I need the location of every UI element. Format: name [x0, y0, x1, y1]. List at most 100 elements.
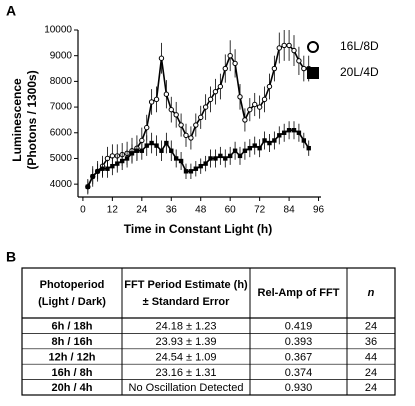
- table-cell: 16h / 8h: [52, 367, 93, 379]
- table-header: Rel-Amp of FFT: [258, 287, 340, 299]
- marker: [193, 122, 199, 128]
- marker: [301, 138, 307, 143]
- marker: [281, 130, 287, 135]
- x-tick-label: 84: [284, 205, 296, 216]
- marker: [188, 135, 194, 141]
- panel-label: B: [6, 249, 16, 265]
- marker: [208, 156, 213, 161]
- marker: [105, 166, 110, 171]
- marker: [90, 174, 95, 179]
- marker: [286, 42, 292, 49]
- marker: [85, 184, 91, 189]
- table-cell: 24.54 ± 1.09: [155, 351, 216, 363]
- marker: [144, 124, 150, 131]
- marker: [286, 128, 292, 133]
- table-cell: 24: [365, 321, 377, 333]
- marker: [291, 128, 297, 133]
- marker: [188, 169, 194, 174]
- marker: [257, 145, 262, 151]
- table-header: (Light / Dark): [38, 296, 106, 308]
- marker: [149, 140, 154, 146]
- marker: [153, 96, 160, 103]
- table-cell: 8h / 16h: [52, 336, 93, 348]
- marker: [247, 106, 253, 113]
- marker: [178, 158, 184, 164]
- x-tick-label: 60: [225, 205, 237, 216]
- marker: [213, 156, 218, 161]
- table-cell: 0.930: [285, 382, 313, 394]
- marker: [124, 156, 130, 161]
- table-cell: 23.16 ± 1.31: [155, 367, 216, 379]
- marker: [247, 145, 253, 151]
- y-axis-title: (Photons / 1300s): [25, 70, 39, 169]
- legend-marker: [307, 67, 319, 79]
- marker: [291, 47, 297, 54]
- marker: [193, 166, 199, 171]
- marker: [222, 65, 228, 72]
- marker: [100, 166, 105, 171]
- marker: [276, 45, 282, 51]
- y-axis-title: Luminescence: [10, 78, 24, 162]
- table-cell: 0.374: [285, 367, 313, 379]
- marker: [262, 138, 267, 143]
- chart: 4000 5000 6000 7000 8000 9000 10000 0 12 24 36 48 60…: [44, 25, 379, 216]
- table-header: n: [368, 287, 375, 299]
- table-header: Photoperiod: [40, 279, 105, 291]
- y-tick-label: 4000: [50, 179, 73, 190]
- panel-label: A: [6, 3, 16, 19]
- marker: [115, 161, 120, 166]
- marker: [237, 94, 243, 100]
- x-tick-label: 36: [166, 205, 178, 216]
- table-border: [21, 267, 396, 396]
- legend-label: 16L/8D: [340, 39, 379, 53]
- x-tick-label: 12: [107, 205, 119, 216]
- y-tick-label: 6000: [50, 127, 73, 138]
- y-tick-label: 9000: [50, 50, 73, 61]
- marker: [119, 158, 125, 164]
- marker: [169, 148, 174, 153]
- marker: [207, 96, 214, 103]
- table-cell: 24.18 ± 1.23: [155, 321, 216, 333]
- marker: [163, 91, 170, 97]
- marker: [202, 104, 209, 110]
- table-cell: 24: [365, 367, 377, 379]
- table-cell: 0.393: [285, 336, 313, 348]
- table-cell: 44: [365, 351, 377, 363]
- marker: [198, 163, 203, 169]
- legend-marker: [307, 41, 319, 53]
- table: Photoperiod (Light / Dark) FFT Period Esti…: [22, 268, 395, 395]
- x-tick-label: 72: [254, 205, 266, 216]
- table-header: FFT Period Estimate (h): [124, 279, 248, 291]
- marker: [232, 60, 238, 67]
- table-cell: No Oscillation Detected: [129, 382, 244, 394]
- marker: [271, 65, 278, 72]
- marker: [173, 156, 179, 161]
- x-tick-label: 24: [136, 205, 148, 216]
- marker: [301, 65, 307, 72]
- marker: [223, 156, 228, 161]
- marker: [139, 148, 145, 153]
- marker: [256, 104, 263, 110]
- marker: [183, 169, 189, 174]
- y-tick-label: 5000: [50, 153, 73, 164]
- marker: [306, 145, 311, 151]
- marker: [296, 58, 302, 64]
- marker: [168, 106, 174, 113]
- table-header: ± Standard Error: [143, 296, 230, 308]
- marker: [266, 83, 273, 90]
- x-tick-label: 48: [195, 205, 207, 216]
- x-tick-label: 0: [80, 205, 86, 216]
- marker: [159, 148, 164, 153]
- x-tick-label: 96: [313, 205, 325, 216]
- marker: [178, 122, 184, 128]
- marker: [183, 132, 189, 139]
- table-cell: 0.419: [285, 321, 313, 333]
- marker: [95, 169, 100, 174]
- marker: [110, 163, 115, 169]
- marker: [164, 140, 169, 146]
- table-cell: 12h / 12h: [48, 351, 95, 363]
- x-axis-title: Time in Constant Light (h): [124, 222, 272, 236]
- table-cell: 20h / 4h: [52, 382, 93, 394]
- marker: [252, 101, 258, 108]
